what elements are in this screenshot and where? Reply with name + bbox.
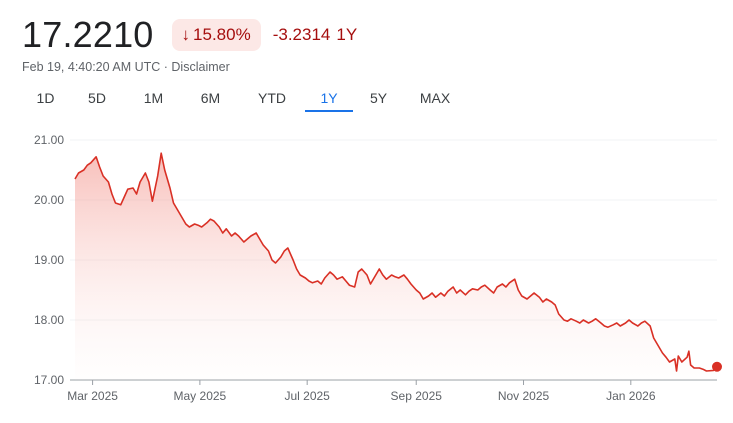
price-series-line	[74, 152, 718, 372]
arrow-down-icon: ↓	[181, 25, 191, 44]
last-price-marker	[712, 361, 722, 372]
meta-separator: ·	[163, 60, 168, 74]
disclaimer-link[interactable]: Disclaimer	[171, 60, 230, 74]
tab-5y[interactable]: 5Y	[369, 90, 388, 106]
y-tick-label: 21.00	[34, 133, 64, 147]
quote-timestamp: Feb 19, 4:40:20 AM UTC	[22, 60, 161, 74]
tab-max[interactable]: MAX	[419, 90, 451, 106]
percent-change-value: 15.80%	[193, 25, 251, 44]
tab-1d[interactable]: 1D	[36, 90, 55, 106]
y-tick-label: 20.00	[34, 193, 64, 207]
change-period: 1Y	[336, 25, 358, 44]
tab-5d[interactable]: 5D	[88, 90, 106, 106]
x-tick-label: Mar 2025	[67, 389, 118, 403]
percent-change-badge: ↓ 15.80%	[171, 19, 261, 51]
x-tick-label: Jan 2026	[606, 389, 656, 403]
tab-6m[interactable]: 6M	[200, 90, 221, 106]
x-tick-label: Jul 2025	[284, 389, 330, 403]
quote-header: 17.2210 ↓ 15.80% -3.2314 1Y	[22, 14, 357, 56]
current-price: 17.2210	[22, 14, 154, 55]
tab-1y[interactable]: 1Y	[305, 86, 353, 112]
range-tabs: 1D 5D 1M 6M YTD 1Y 5Y MAX	[22, 86, 466, 112]
y-tick-label: 17.00	[34, 373, 64, 387]
tab-1m[interactable]: 1M	[143, 90, 164, 106]
price-area-fill	[75, 153, 717, 380]
tab-ytd[interactable]: YTD	[258, 90, 286, 106]
x-tick-label: May 2025	[174, 389, 227, 403]
quote-meta: Feb 19, 4:40:20 AM UTC · Disclaimer	[22, 60, 230, 74]
price-chart: 21.00 20.00 19.00 18.00 17.00 Mar 2025 May 202…	[0, 120, 733, 423]
absolute-change-value: -3.2314	[272, 25, 331, 44]
y-tick-label: 18.00	[34, 313, 64, 327]
absolute-change: -3.2314 1Y	[273, 25, 357, 45]
y-tick-label: 19.00	[34, 253, 64, 267]
x-tick-label: Sep 2025	[391, 389, 443, 403]
x-tick-label: Nov 2025	[498, 389, 550, 403]
